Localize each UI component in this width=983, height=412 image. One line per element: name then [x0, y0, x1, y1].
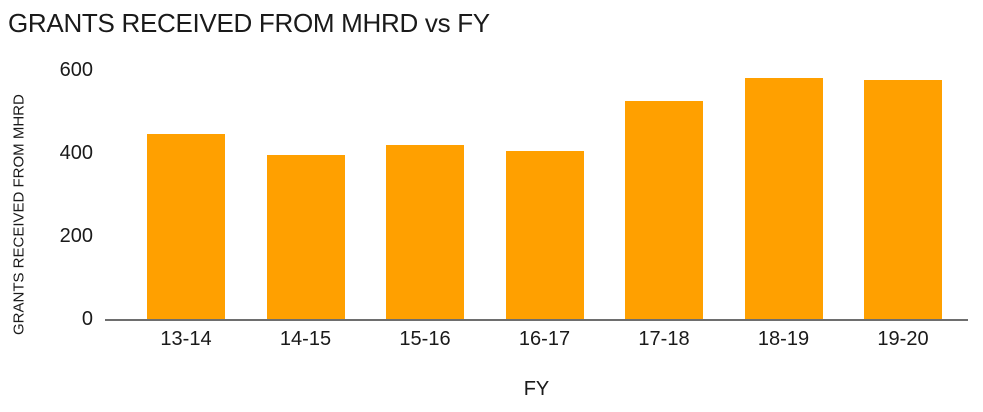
bar-16-17: [505, 150, 584, 319]
bar-14-15: [266, 155, 345, 319]
y-tick-label: 0: [81, 308, 93, 330]
plot-area: 0 200 400 600 13-14 14-15 15-16 16-17 17-18 18-19…: [60, 59, 968, 350]
bar-15-16: [386, 144, 464, 319]
x-tick-label: 18-19: [757, 328, 810, 350]
bar-18-19: [744, 78, 823, 319]
y-tick-label: 200: [59, 225, 93, 247]
x-tick-label: 19-20: [877, 328, 929, 350]
x-tick-label: 15-16: [399, 328, 451, 350]
y-tick-label: 600: [59, 59, 93, 81]
x-tick-label: 16-17: [518, 328, 571, 350]
chart-title: GRANTS RECEIVED FROM MHRD vs FY: [8, 8, 490, 38]
bar-19-20: [864, 80, 942, 319]
bar-13-14: [147, 134, 225, 319]
x-tick-label: 14-15: [279, 328, 332, 350]
bar-17-18: [625, 101, 703, 319]
x-axis-title: FY: [523, 378, 550, 400]
x-tick-label: 17-18: [638, 328, 690, 350]
y-tick-label: 400: [59, 142, 93, 164]
x-axis-line: [105, 319, 968, 321]
x-tick-label: 13-14: [160, 328, 212, 350]
